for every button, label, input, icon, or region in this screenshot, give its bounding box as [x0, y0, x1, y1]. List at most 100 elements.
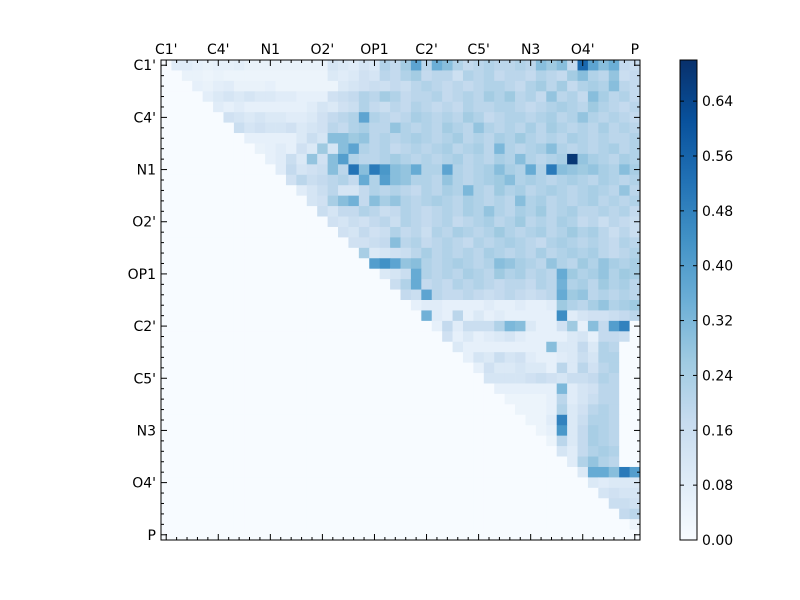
heatmap-cell: [233, 446, 245, 457]
heatmap-cell: [473, 289, 485, 301]
heatmap-cell: [608, 185, 620, 197]
heatmap-cell: [556, 101, 568, 113]
heatmap-cell: [327, 164, 339, 176]
heatmap-cell: [452, 237, 464, 249]
heatmap-cell: [171, 425, 183, 437]
heatmap-cell: [233, 310, 245, 322]
heatmap-cell: [202, 112, 214, 123]
heatmap-cell: [462, 153, 474, 165]
heatmap-cell: [535, 164, 547, 176]
heatmap-cell: [223, 404, 235, 416]
colorbar-tick-label: 0.56: [702, 149, 733, 165]
heatmap-cell: [442, 153, 453, 165]
heatmap-cell: [421, 435, 433, 447]
heatmap-cell: [181, 487, 193, 499]
heatmap-cell: [348, 498, 360, 510]
heatmap-cell: [494, 268, 506, 280]
heatmap-cell: [598, 164, 610, 176]
heatmap-cell: [452, 60, 464, 71]
heatmap-cell: [546, 320, 558, 332]
heatmap-cell: [431, 477, 443, 489]
heatmap-cell: [244, 456, 256, 468]
heatmap-cell: [265, 466, 276, 478]
heatmap-cell: [483, 466, 495, 478]
heatmap-cell: [379, 174, 391, 186]
heatmap-cell: [192, 435, 204, 447]
heatmap-cell: [535, 216, 547, 228]
heatmap-cell: [192, 237, 204, 249]
heatmap-cell: [338, 268, 349, 280]
x-tick-label: C2': [415, 42, 438, 58]
heatmap-cell: [567, 112, 578, 123]
heatmap-cell: [400, 310, 412, 322]
heatmap-cell: [515, 237, 526, 249]
heatmap-cell: [504, 466, 516, 478]
heatmap-cell: [400, 70, 412, 82]
heatmap-cell: [546, 508, 558, 520]
heatmap-cell: [254, 341, 266, 353]
heatmap-cell: [223, 258, 235, 270]
heatmap-cell: [431, 519, 443, 530]
heatmap-cell: [275, 487, 287, 499]
heatmap-cell: [567, 80, 578, 92]
heatmap-cell: [192, 101, 204, 113]
heatmap-cell: [327, 216, 339, 228]
heatmap-cell: [358, 112, 370, 123]
heatmap-cell: [400, 414, 412, 426]
heatmap-cell: [275, 237, 287, 249]
heatmap-cell: [442, 91, 453, 103]
heatmap-cell: [265, 435, 276, 447]
heatmap-cell: [213, 185, 224, 197]
heatmap-cell: [244, 466, 256, 478]
heatmap-cell: [213, 393, 224, 405]
heatmap-cell: [181, 456, 193, 468]
heatmap-cell: [317, 258, 329, 270]
heatmap-cell: [285, 112, 297, 123]
heatmap-cell: [296, 101, 308, 113]
heatmap-cell: [338, 185, 349, 197]
heatmap-cell: [494, 352, 506, 363]
heatmap-cell: [348, 216, 360, 228]
heatmap-cell: [181, 435, 193, 447]
heatmap-cell: [442, 70, 453, 82]
heatmap-cell: [244, 331, 256, 343]
heatmap-cell: [515, 279, 526, 290]
heatmap-cell: [473, 153, 485, 165]
heatmap-cell: [233, 300, 245, 311]
y-tick-label: C4': [133, 110, 156, 126]
heatmap-cell: [442, 268, 453, 280]
heatmap-cell: [515, 226, 526, 238]
heatmap-cell: [587, 268, 599, 280]
heatmap-cell: [525, 341, 537, 353]
heatmap-cell: [369, 91, 381, 103]
heatmap-cell: [483, 320, 495, 332]
heatmap-cell: [515, 258, 526, 270]
heatmap-cell: [400, 153, 412, 165]
heatmap-cell: [587, 101, 599, 113]
heatmap-cell: [202, 352, 214, 363]
heatmap-cell: [494, 508, 506, 520]
heatmap-cell: [390, 185, 401, 197]
heatmap-cell: [525, 174, 537, 186]
heatmap-cell: [161, 362, 172, 374]
heatmap-cell: [608, 456, 620, 468]
heatmap-cell: [608, 133, 620, 144]
heatmap-cell: [421, 331, 433, 343]
heatmap-cell: [504, 446, 516, 457]
heatmap-cell: [192, 466, 204, 478]
heatmap-cell: [296, 122, 308, 134]
heatmap-cell: [598, 300, 610, 311]
heatmap-cell: [223, 133, 235, 144]
heatmap-cell: [379, 91, 391, 103]
heatmap-cell: [244, 498, 256, 510]
heatmap-cell: [327, 498, 339, 510]
heatmap-cell: [483, 289, 495, 301]
heatmap-cell: [546, 80, 558, 92]
heatmap-cell: [306, 362, 318, 374]
heatmap-cell: [567, 508, 578, 520]
heatmap-cell: [223, 466, 235, 478]
heatmap-cell: [556, 112, 568, 123]
heatmap-cell: [629, 446, 641, 457]
heatmap-cell: [348, 226, 360, 238]
heatmap-cell: [515, 289, 526, 301]
